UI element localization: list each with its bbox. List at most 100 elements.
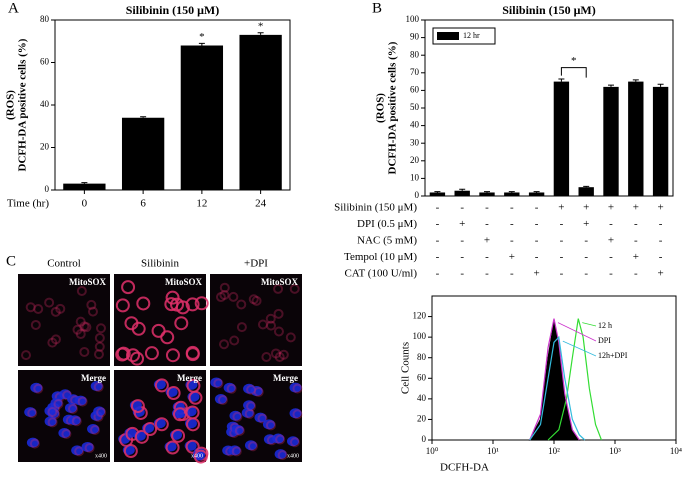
treatment-sign: -: [560, 251, 564, 263]
mito-signal: [215, 292, 226, 303]
treatment-sign: -: [659, 251, 663, 263]
mito-signal: [77, 396, 88, 407]
treatment-sign: -: [634, 235, 638, 247]
y-tick-label: 100: [406, 14, 420, 24]
mito-signal: [229, 335, 240, 346]
mito-signal: [231, 446, 242, 457]
mito-signal: [87, 306, 98, 317]
nucleus: [231, 424, 244, 435]
mito-signal: [67, 403, 78, 414]
nucleus: [272, 433, 285, 444]
error-bar: [140, 116, 147, 118]
image-label: Merge: [177, 373, 202, 383]
nucleus: [289, 382, 302, 393]
y-tick-label: 90: [410, 32, 420, 42]
mito-signal: [165, 290, 180, 305]
mito-signal: [185, 297, 200, 312]
image-label: MitoSOX: [261, 277, 298, 287]
treatment-sign: -: [535, 235, 539, 247]
y-tick-label: 40: [40, 99, 50, 109]
mito-signal: [234, 425, 245, 436]
y-axis-label: (ROS): [5, 90, 17, 120]
label-leader: [562, 340, 597, 357]
bar: [479, 192, 495, 196]
mito-signal: [95, 323, 106, 334]
mito-signal: [79, 321, 90, 332]
image-label: MitoSOX: [69, 277, 106, 287]
series-label: DPI: [598, 336, 611, 345]
error-bar: [198, 42, 205, 46]
chart-title: Silibinin (150 μM): [502, 3, 596, 17]
mito-signal: [134, 429, 149, 444]
treatment-sign: -: [609, 251, 613, 263]
mito-signal: [160, 330, 175, 345]
y-tick-label: 60: [40, 57, 50, 67]
mito-signal: [289, 283, 300, 294]
nucleus: [24, 407, 37, 418]
y-tick-label: 80: [410, 49, 420, 59]
mito-signal: [53, 398, 64, 409]
mito-signal: [55, 303, 66, 314]
mito-signal: [94, 341, 105, 352]
nucleus: [64, 402, 77, 413]
mito-signal: [289, 437, 300, 448]
series-label: 12 h: [598, 321, 612, 330]
mito-signal: [228, 291, 239, 302]
mito-signal: [193, 449, 208, 464]
treatment-sign: -: [510, 235, 514, 247]
nucleus: [71, 445, 84, 456]
treatment-sign: -: [584, 268, 588, 280]
nucleus: [243, 383, 256, 394]
mito-signal: [30, 319, 41, 330]
mito-signal: [265, 420, 276, 431]
treatment-sign: -: [560, 235, 564, 247]
treatment-label: DPI (0.5 μM): [357, 218, 417, 230]
treatment-sign: -: [609, 268, 613, 280]
histogram-curve: [529, 318, 580, 441]
image-label: Merge: [81, 373, 106, 383]
treatment-sign: -: [659, 235, 663, 247]
mito-signal: [164, 297, 179, 312]
nucleus: [243, 400, 256, 411]
mito-signal: [292, 383, 303, 394]
scale-label: x400: [287, 453, 299, 459]
series-label: 12h+DPI: [598, 351, 628, 360]
nucleus: [81, 441, 94, 452]
treatment-sign: -: [485, 251, 489, 263]
mito-signal: [278, 349, 289, 360]
treatment-sign: -: [485, 268, 489, 280]
treatment-sign: -: [485, 202, 489, 214]
treatment-sign: +: [484, 235, 490, 247]
x-tick-label: 10³: [609, 446, 621, 456]
scale-label: x400: [191, 453, 203, 459]
nucleus: [50, 397, 63, 408]
treatment-label: Silibinin (150 μM): [334, 202, 417, 214]
treatment-sign: -: [436, 218, 440, 230]
mito-signal: [236, 299, 247, 310]
y-tick-label: 0: [45, 184, 50, 194]
mito-signal: [266, 320, 277, 331]
bar: [652, 86, 669, 196]
treatment-sign: -: [584, 251, 588, 263]
treatment-sign: +: [459, 218, 465, 230]
y-axis-label: Cell Counts: [400, 342, 412, 394]
mito-signal: [275, 434, 286, 445]
treatment-sign: -: [535, 218, 539, 230]
mito-signal: [247, 441, 258, 452]
treatment-sign: -: [510, 202, 514, 214]
mito-signal: [292, 409, 303, 420]
treatment-sign: -: [460, 202, 464, 214]
treatment-sign: -: [436, 235, 440, 247]
mito-signal: [115, 298, 130, 313]
nucleus: [58, 427, 71, 438]
mito-signal: [170, 297, 185, 312]
error-bar: [81, 182, 88, 184]
mito-signal: [165, 348, 180, 363]
mito-signal: [213, 378, 224, 389]
nucleus: [26, 437, 39, 448]
mito-signal: [185, 347, 200, 362]
mito-signal: [165, 440, 180, 455]
label-leader: [557, 322, 597, 342]
bar: [121, 117, 165, 190]
treatment-sign: -: [485, 218, 489, 230]
